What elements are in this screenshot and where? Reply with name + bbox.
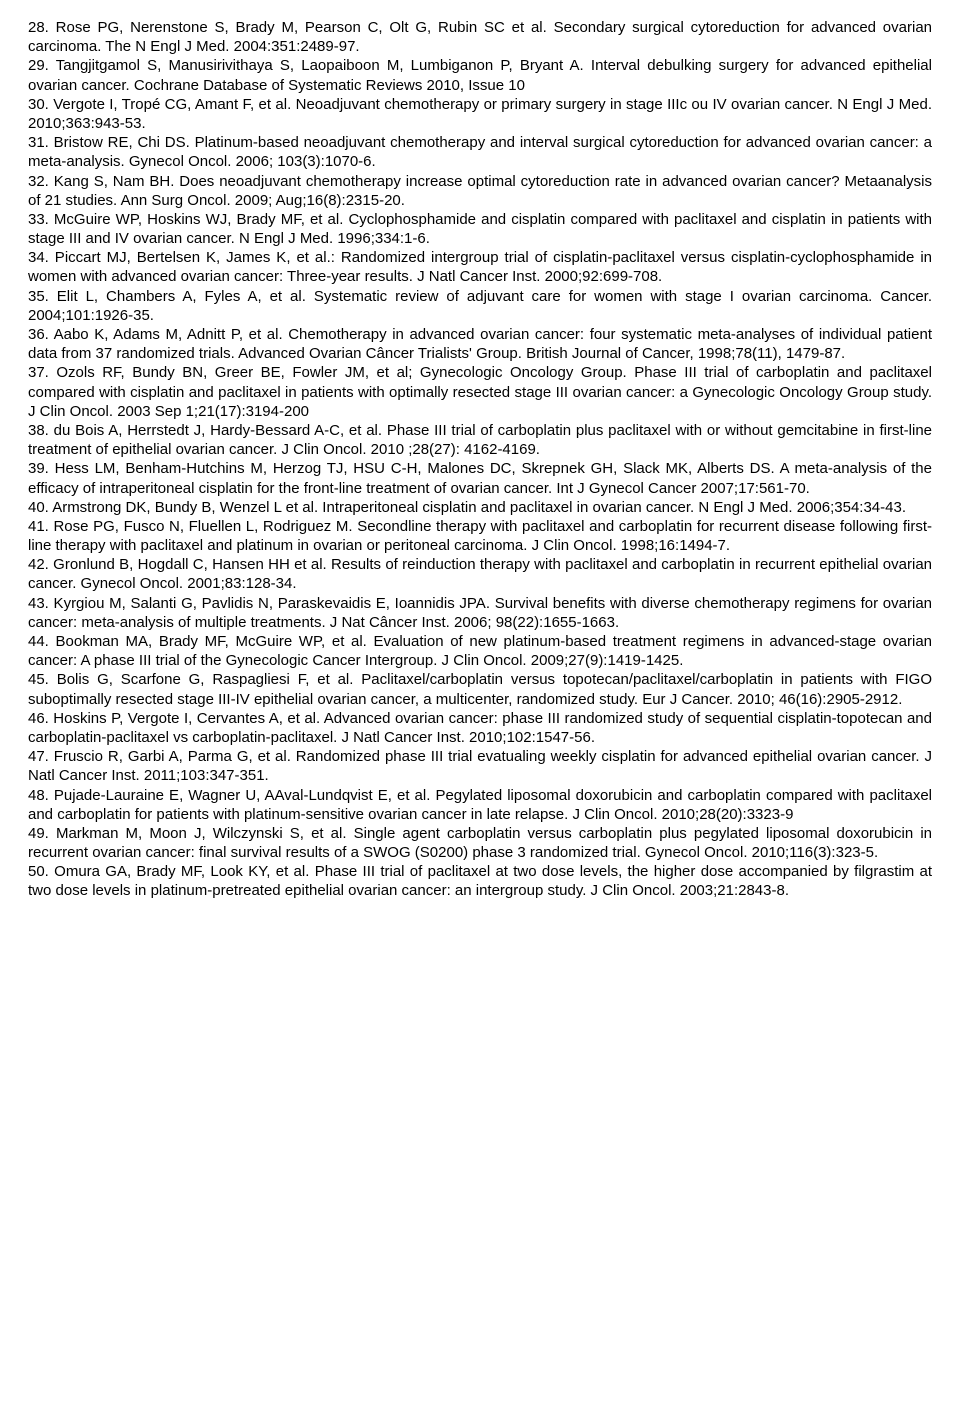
reference-item: 37. Ozols RF, Bundy BN, Greer BE, Fowler… xyxy=(28,363,932,421)
reference-item: 31. Bristow RE, Chi DS. Platinum-based n… xyxy=(28,133,932,171)
reference-item: 33. McGuire WP, Hoskins WJ, Brady MF, et… xyxy=(28,210,932,248)
reference-item: 43. Kyrgiou M, Salanti G, Pavlidis N, Pa… xyxy=(28,594,932,632)
reference-item: 39. Hess LM, Benham-Hutchins M, Herzog T… xyxy=(28,459,932,497)
reference-item: 44. Bookman MA, Brady MF, McGuire WP, et… xyxy=(28,632,932,670)
reference-item: 29. Tangjitgamol S, Manusirivithaya S, L… xyxy=(28,56,932,94)
reference-item: 30. Vergote I, Tropé CG, Amant F, et al.… xyxy=(28,95,932,133)
reference-item: 34. Piccart MJ, Bertelsen K, James K, et… xyxy=(28,248,932,286)
reference-item: 48. Pujade-Lauraine E, Wagner U, AAval-L… xyxy=(28,786,932,824)
reference-item: 47. Fruscio R, Garbi A, Parma G, et al. … xyxy=(28,747,932,785)
reference-item: 45. Bolis G, Scarfone G, Raspagliesi F, … xyxy=(28,670,932,708)
reference-item: 46. Hoskins P, Vergote I, Cervantes A, e… xyxy=(28,709,932,747)
reference-item: 49. Markman M, Moon J, Wilczynski S, et … xyxy=(28,824,932,862)
reference-item: 40. Armstrong DK, Bundy B, Wenzel L et a… xyxy=(28,498,932,517)
reference-item: 28. Rose PG, Nerenstone S, Brady M, Pear… xyxy=(28,18,932,56)
reference-item: 35. Elit L, Chambers A, Fyles A, et al. … xyxy=(28,287,932,325)
reference-item: 38. du Bois A, Herrstedt J, Hardy-Bessar… xyxy=(28,421,932,459)
reference-item: 41. Rose PG, Fusco N, Fluellen L, Rodrig… xyxy=(28,517,932,555)
reference-item: 36. Aabo K, Adams M, Adnitt P, et al. Ch… xyxy=(28,325,932,363)
reference-item: 32. Kang S, Nam BH. Does neoadjuvant che… xyxy=(28,172,932,210)
references-list: 28. Rose PG, Nerenstone S, Brady M, Pear… xyxy=(28,18,932,901)
reference-item: 50. Omura GA, Brady MF, Look KY, et al. … xyxy=(28,862,932,900)
reference-item: 42. Gronlund B, Hogdall C, Hansen HH et … xyxy=(28,555,932,593)
